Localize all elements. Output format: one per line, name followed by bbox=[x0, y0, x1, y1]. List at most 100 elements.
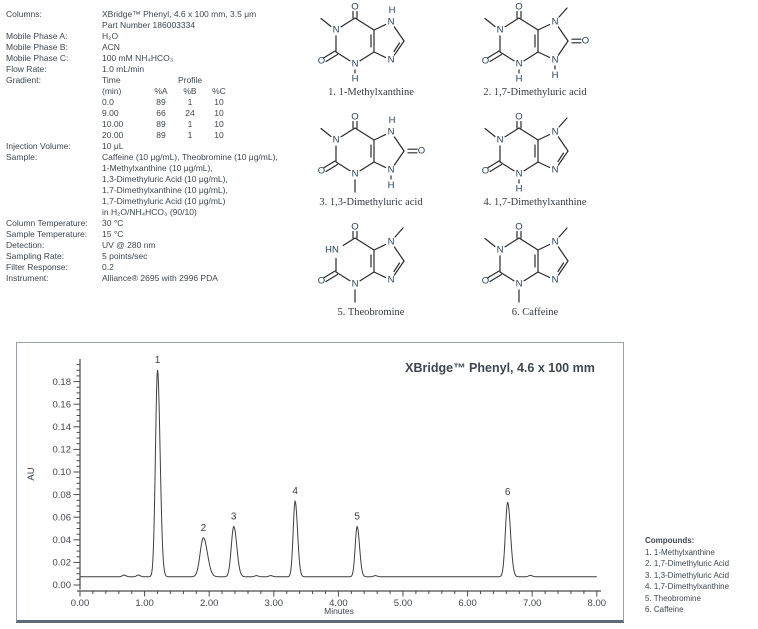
structure-figure: O O N N H N N O H 2. 1,7-Dimethyluric acid bbox=[452, 1, 618, 111]
svg-text:N: N bbox=[388, 275, 395, 286]
spec-label: Sample: bbox=[6, 152, 38, 162]
spec-value: UV @ 280 nm bbox=[102, 240, 156, 250]
structure-label: 5. Theobromine bbox=[337, 307, 405, 318]
gradient-time: 0.0 bbox=[102, 97, 114, 107]
gradient-pct-a: 89 bbox=[156, 97, 166, 107]
compounds-legend-heading: Compounds: bbox=[645, 536, 695, 545]
svg-text:O: O bbox=[515, 222, 522, 233]
spec-row: Mobile Phase C: 100 mM NH₄HCO₃ bbox=[6, 53, 294, 64]
svg-text:O: O bbox=[351, 222, 358, 233]
svg-text:O: O bbox=[351, 112, 358, 123]
spec-label: Instrument: bbox=[6, 273, 49, 283]
gradient-pct-a: 89 bbox=[156, 130, 166, 140]
svg-text:H: H bbox=[516, 184, 523, 195]
svg-text:H: H bbox=[388, 180, 395, 191]
compound-item: 3. 1,3-Dimethyluric Acid bbox=[645, 570, 730, 580]
spec-label: Filter Response: bbox=[6, 262, 68, 272]
svg-text:N: N bbox=[352, 279, 359, 290]
spec-value: Part Number 186003334 bbox=[102, 20, 196, 30]
svg-text:0.14: 0.14 bbox=[53, 422, 72, 433]
svg-text:O: O bbox=[351, 2, 358, 13]
svg-text:0.04: 0.04 bbox=[53, 535, 72, 546]
sample-line: 1,7-Dimethyluric Acid (10 μg/mL) bbox=[102, 196, 226, 206]
svg-text:N: N bbox=[516, 169, 523, 180]
gradient-pct-b: 1 bbox=[187, 130, 193, 140]
sample-line: 1-Methylxanthine (10 μg/mL), bbox=[102, 163, 213, 173]
structure-figure: O O N N N H N O H 3. 1,3-Dimethyluric acid bbox=[290, 111, 452, 221]
spec-value: ACN bbox=[102, 42, 120, 52]
gradient-pct-b: 1 bbox=[187, 119, 193, 129]
spec-row: Flow Rate: 1.0 mL/min bbox=[6, 64, 294, 75]
svg-text:O: O bbox=[482, 276, 489, 287]
spec-value: XBridge™ Phenyl, 4.6 x 100 mm, 3.5 μm bbox=[102, 9, 257, 19]
svg-text:H: H bbox=[516, 74, 523, 85]
svg-text:N: N bbox=[497, 135, 504, 146]
structure-label: 3. 1,3-Dimethyluric acid bbox=[319, 197, 423, 208]
structure-drawing-6: O O N N N N bbox=[482, 222, 569, 303]
svg-text:0.00: 0.00 bbox=[71, 598, 90, 609]
svg-text:N: N bbox=[333, 135, 340, 146]
svg-text:AU: AU bbox=[26, 467, 37, 480]
gradient-data-row: 9.00 66 24 10 bbox=[102, 108, 294, 119]
svg-text:0.08: 0.08 bbox=[53, 490, 72, 501]
svg-text:N: N bbox=[552, 237, 559, 248]
spec-label: Sampling Rate: bbox=[6, 251, 65, 261]
gradient-pct-c: 10 bbox=[214, 119, 224, 129]
svg-text:H: H bbox=[352, 74, 359, 85]
spec-row: Gradient: Time Profile (min) %A %B %C 0.0 89 1 10 9… bbox=[6, 75, 294, 141]
structure-figure: O O N N H N N 4. 1,7-Dimethylxanthine bbox=[452, 111, 618, 221]
gradient-header: Time Profile bbox=[102, 75, 294, 86]
svg-text:N: N bbox=[388, 17, 395, 28]
spec-value: Caffeine (10 μg/mL), Theobromine (10 μg/… bbox=[102, 152, 294, 218]
compound-item: 5. Theobromine bbox=[645, 593, 701, 603]
svg-text:3: 3 bbox=[231, 512, 237, 523]
gradient-col bbox=[148, 75, 174, 86]
spec-row: Instrument: Alliance® 2695 with 2996 PDA bbox=[6, 273, 294, 284]
compound-item: 6. Caffeine bbox=[645, 605, 684, 614]
method-conditions-rows: Columns: XBridge™ Phenyl, 4.6 x 100 mm, 3… bbox=[6, 9, 294, 284]
spec-label: Mobile Phase C: bbox=[6, 53, 69, 63]
compounds-legend-items: 1. 1-Methylxanthine 2. 1,7-Dimethyluric A… bbox=[645, 547, 729, 616]
spec-row: Injection Volume: 10 μL bbox=[6, 141, 294, 152]
svg-text:0.18: 0.18 bbox=[53, 377, 72, 388]
gradient-pct-b: 1 bbox=[187, 97, 193, 107]
structure-figure: O O HN N N N 5. Theobromine bbox=[290, 221, 452, 331]
svg-text:N: N bbox=[388, 127, 395, 138]
structure-figure: O O N N N N 6. Caffeine bbox=[452, 221, 618, 331]
spec-value: Alliance® 2695 with 2996 PDA bbox=[102, 273, 218, 283]
svg-text:5.00: 5.00 bbox=[394, 598, 413, 609]
spec-label: Mobile Phase B: bbox=[6, 42, 68, 52]
spec-row: Sampling Rate: 5 points/sec bbox=[6, 251, 294, 262]
svg-text:O: O bbox=[318, 166, 325, 177]
structure-label: 2. 1,7-Dimethyluric acid bbox=[483, 87, 587, 98]
gradient-col: %C bbox=[212, 86, 226, 96]
svg-text:H: H bbox=[552, 70, 559, 81]
svg-text:N: N bbox=[552, 165, 559, 176]
svg-text:0.10: 0.10 bbox=[53, 467, 72, 478]
svg-text:O: O bbox=[482, 56, 489, 67]
svg-text:N: N bbox=[388, 55, 395, 66]
svg-text:O: O bbox=[515, 112, 522, 123]
svg-text:3.00: 3.00 bbox=[265, 598, 284, 609]
spec-row: Part Number 186003334 bbox=[6, 20, 294, 31]
gradient-data-row: 20.00 89 1 10 bbox=[102, 130, 294, 141]
sample-line: 1,3-Dimethyluric Acid (10 μg/mL), bbox=[102, 174, 228, 184]
gradient-data-row: 10.00 89 1 10 bbox=[102, 119, 294, 130]
structure-label: 4. 1,7-Dimethylxanthine bbox=[483, 197, 587, 208]
spec-label: Detection: bbox=[6, 240, 45, 250]
spec-value: 30 °C bbox=[102, 218, 124, 228]
chromatogram-plot: 0.00 0.02 0.04 0.06 0.08 0.10 0.12 0.14 0.16 0.18… bbox=[26, 355, 606, 615]
svg-text:O: O bbox=[482, 166, 489, 177]
svg-text:2: 2 bbox=[201, 523, 207, 534]
spec-value: H₂O bbox=[102, 31, 119, 41]
gradient-pct-a: 89 bbox=[156, 119, 166, 129]
sample-line: 1,7-Dimethylxanthine (10 μg/mL), bbox=[102, 185, 228, 195]
spec-row: Sample Temperature: 15 °C bbox=[6, 229, 294, 240]
svg-text:Minutes: Minutes bbox=[324, 606, 354, 615]
gradient-time: 10.00 bbox=[102, 119, 124, 129]
gradient-time: 9.00 bbox=[102, 108, 119, 118]
compound-item: 4. 1,7-Dimethylxanthine bbox=[645, 582, 730, 591]
